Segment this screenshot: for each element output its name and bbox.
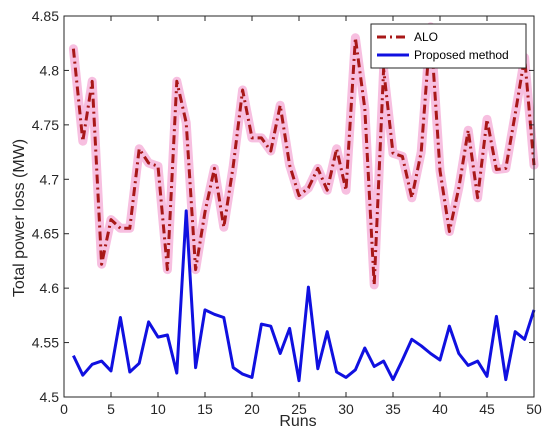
proposed-method-series-line (72, 209, 536, 383)
y-tick-label: 4.6 (40, 280, 60, 296)
x-tick-label: 50 (526, 401, 542, 417)
y-tick-label: 4.55 (32, 335, 59, 351)
legend: ALO Proposed method (370, 23, 527, 69)
x-axis-label: Runs (279, 413, 316, 430)
x-tick-label: 10 (150, 401, 166, 417)
x-tick-label: 25 (291, 401, 307, 417)
x-tick-label: 40 (432, 401, 448, 417)
legend-label-proposed-method: Proposed method (414, 48, 509, 62)
x-tick-label: 5 (107, 401, 115, 417)
y-tick-label: 4.85 (32, 8, 59, 24)
x-tick-label: 0 (60, 401, 68, 417)
axes: 0 5 10 15 20 25 30 35 40 45 50 4.5 4.55 4.6 4.65 4.7 4.7… (32, 8, 542, 417)
legend-box (370, 23, 527, 69)
y-tick-label: 4.7 (40, 171, 60, 187)
x-tick-label: 30 (338, 401, 354, 417)
y-axis-label: Total power loss (MW) (11, 139, 28, 297)
legend-label-alo: ALO (414, 30, 438, 44)
plot-area (64, 16, 539, 397)
alo-series-line (71, 25, 536, 287)
y-tick-label: 4.8 (40, 62, 60, 78)
y-tick-label: 4.75 (32, 117, 59, 133)
x-tick-label: 35 (385, 401, 401, 417)
x-tick-label: 20 (244, 401, 260, 417)
x-tick-label: 15 (197, 401, 213, 417)
y-tick-label: 4.5 (40, 389, 60, 405)
x-tick-label: 45 (479, 401, 495, 417)
y-tick-label: 4.65 (32, 226, 59, 242)
